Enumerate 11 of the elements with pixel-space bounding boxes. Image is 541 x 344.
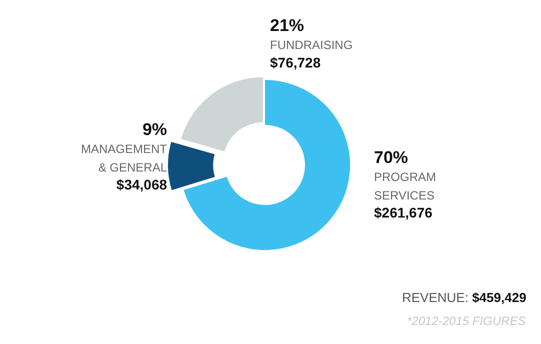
text: REVENUE: $459,429	[402, 290, 526, 305]
text: 21%	[270, 16, 304, 35]
text: 9%	[142, 120, 168, 139]
text: 70%	[374, 148, 408, 167]
slice-label: FUNDRAISING	[270, 38, 353, 52]
data-label: $261,676	[374, 204, 433, 221]
slice-label: MANAGEMENT & GENERAL	[81, 142, 168, 174]
slice-label: PROGRAM SERVICES	[374, 170, 436, 202]
text: *2012-2015 FIGURES	[407, 314, 526, 328]
data-label: $76,728	[270, 54, 321, 70]
data-label: $34,068	[116, 176, 168, 193]
